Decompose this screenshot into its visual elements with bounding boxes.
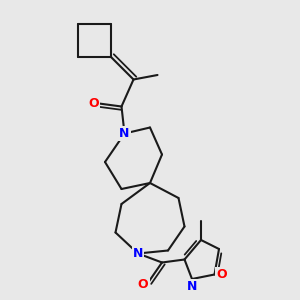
Text: N: N [187,280,197,293]
Text: O: O [217,268,227,281]
Text: N: N [133,247,143,260]
Text: N: N [119,127,130,140]
Text: O: O [88,97,99,110]
Text: O: O [138,278,148,292]
